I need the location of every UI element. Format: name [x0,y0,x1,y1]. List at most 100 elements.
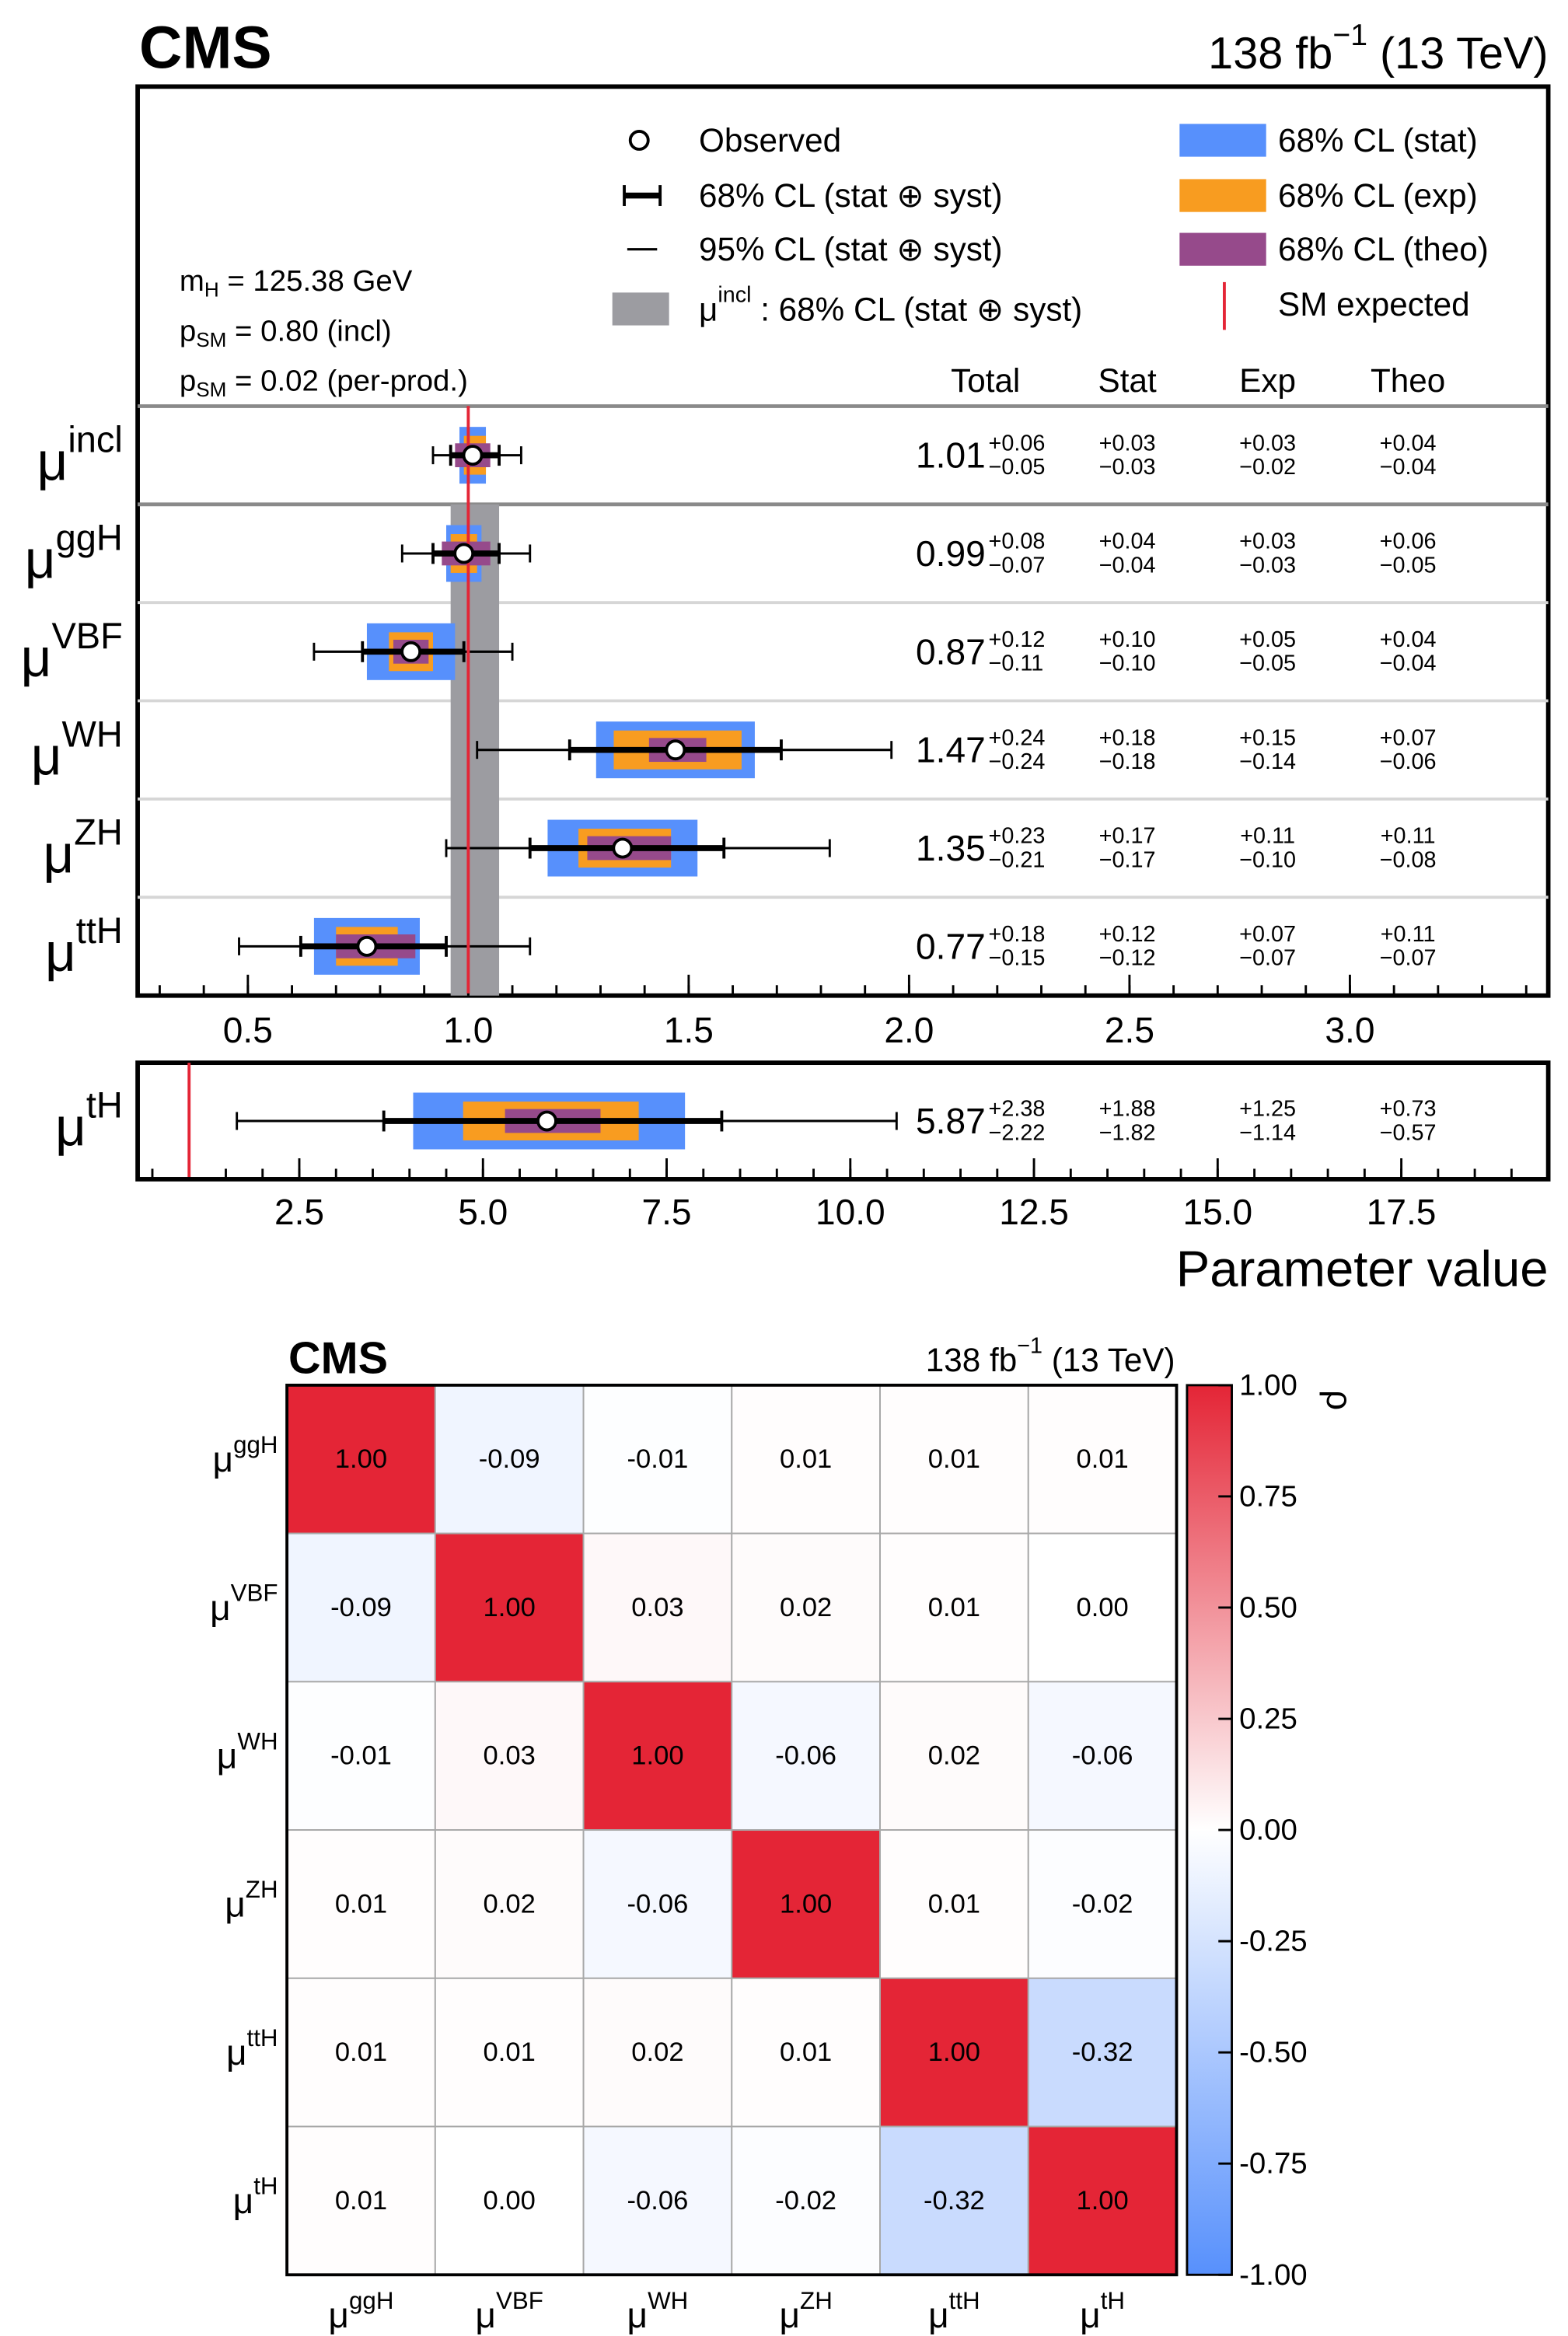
error-label: +1.88 [1099,1097,1156,1122]
info-text-part: = 125.38 GeV [219,264,413,297]
observed-point [665,739,686,761]
x-tick-label: 15.0 [1182,1192,1252,1232]
colorbar-tick-label: 0.75 [1239,1479,1297,1513]
info-text: mH = 125.38 GeV [180,264,413,301]
legend-label: μincl : 68% CL (stat ⊕ syst) [699,283,1082,327]
legend-marker [1179,232,1266,266]
x-tick-label-part: μ [779,2295,800,2335]
legend-marker [628,130,650,151]
error-label: +0.12 [989,627,1046,652]
y-tick-label-part: μ [225,1884,246,1924]
heatmap-cell [434,1829,585,1979]
x-tick-label: 1.5 [664,1010,714,1050]
luminosity-part: (13 TeV) [1042,1342,1175,1378]
x-tick-label: μZH [779,2286,832,2335]
heatmap-cell [286,2125,436,2276]
heatmap-cell [1027,1681,1178,1831]
heatmap-cell [434,1681,585,1831]
cell-label: 0.01 [928,1889,980,1919]
x-tick-label-part: μ [328,2295,349,2335]
x-tick-label: μttH [928,2286,980,2335]
cell-label: 1.00 [484,1593,536,1622]
error-label: −0.21 [989,847,1046,872]
heatmap-cell [582,1681,733,1831]
info-text-part: SM [196,378,226,401]
row-label: μincl [37,418,123,492]
error-label: +0.03 [1239,431,1296,456]
error-label: +0.23 [989,824,1046,849]
colorbar-tick-label: -0.25 [1239,1925,1308,1958]
error-label: −0.02 [1239,455,1296,480]
error-label: −1.14 [1239,1120,1296,1145]
error-label: −0.07 [1380,946,1437,971]
row-label: μttH [45,910,123,983]
error-label: +0.06 [1380,529,1437,554]
error-label: +0.06 [989,431,1046,456]
info-text-part: p [180,364,196,397]
heatmap-cell [879,1977,1029,2128]
y-tick-label: μWH [217,1727,278,1776]
row-label-part: μ [37,431,68,491]
cell-label: 0.01 [335,1889,387,1919]
cell-label: 0.02 [780,1593,832,1622]
cell-label: -0.09 [330,1593,392,1622]
row-label-part: ttH [76,910,123,951]
colorbar-tick-label: -0.50 [1239,2036,1308,2069]
cell-label: 1.00 [928,2037,980,2067]
luminosity-part: 138 fb [926,1342,1017,1378]
heatmap-cell [434,1532,585,1683]
heatmap-cell [582,2125,733,2276]
value-label: 0.99 [916,533,986,574]
heatmap-cell [286,1532,436,1683]
heatmap-cell [731,1532,881,1683]
cell-label: -0.02 [775,2186,836,2216]
row-label-part: VBF [51,614,122,655]
y-tick-label-part: μ [233,2181,254,2221]
cell-label: 0.01 [928,1593,980,1622]
cell-label: 1.00 [780,1889,832,1919]
value-label: 0.87 [916,631,986,672]
column-header: Theo [1371,362,1445,399]
heatmap-cell [286,1681,436,1831]
legend-label: SM expected [1278,286,1470,323]
error-label: +0.24 [989,725,1046,750]
y-tick-label-part: ttH [247,2023,278,2051]
x-tick-label: 1.0 [443,1010,493,1050]
error-label: −0.14 [1239,749,1296,774]
luminosity-part: (13 TeV) [1367,29,1549,79]
cell-label: -0.06 [627,1889,689,1919]
value-label: 1.01 [916,435,986,476]
panel-frame [135,1060,1551,1182]
column-header: Stat [1098,362,1157,399]
error-label: −0.12 [1099,946,1156,971]
legend-label-part: μ [699,291,718,327]
error-label: +0.07 [1239,922,1296,947]
error-label: +0.11 [1381,824,1436,849]
error-label: +1.25 [1239,1097,1296,1122]
info-text-part: H [204,278,219,302]
error-label: −0.08 [1380,847,1437,872]
error-label: +0.17 [1099,824,1156,849]
heatmap-cell [1027,2125,1178,2276]
error-label: +0.04 [1380,627,1437,652]
y-tick-label: μggH [213,1430,278,1479]
heatmap-cell [731,1681,881,1831]
colorbar-tick-label: -0.75 [1239,2147,1308,2181]
observed-point [462,445,484,466]
cell-label: 0.01 [928,1444,980,1474]
y-tick-label-part: μ [217,1736,238,1776]
value-label: 5.87 [916,1101,986,1141]
luminosity: 138 fb−1 (13 TeV) [926,1333,1175,1378]
heatmap-cell [286,1977,436,2128]
cell-label: -0.06 [775,1741,836,1771]
x-tick-label: 5.0 [458,1192,508,1232]
x-tick-label: μtH [1080,2286,1125,2335]
error-label: −0.03 [1099,455,1156,480]
y-tick-label-part: WH [237,1727,278,1755]
luminosity-part: −1 [1017,1333,1042,1358]
legend-marker [612,292,669,326]
error-label: −1.82 [1099,1120,1156,1145]
luminosity: 138 fb−1 (13 TeV) [1208,18,1548,79]
cell-label: 0.02 [928,1741,980,1771]
error-label: −0.17 [1099,847,1156,872]
